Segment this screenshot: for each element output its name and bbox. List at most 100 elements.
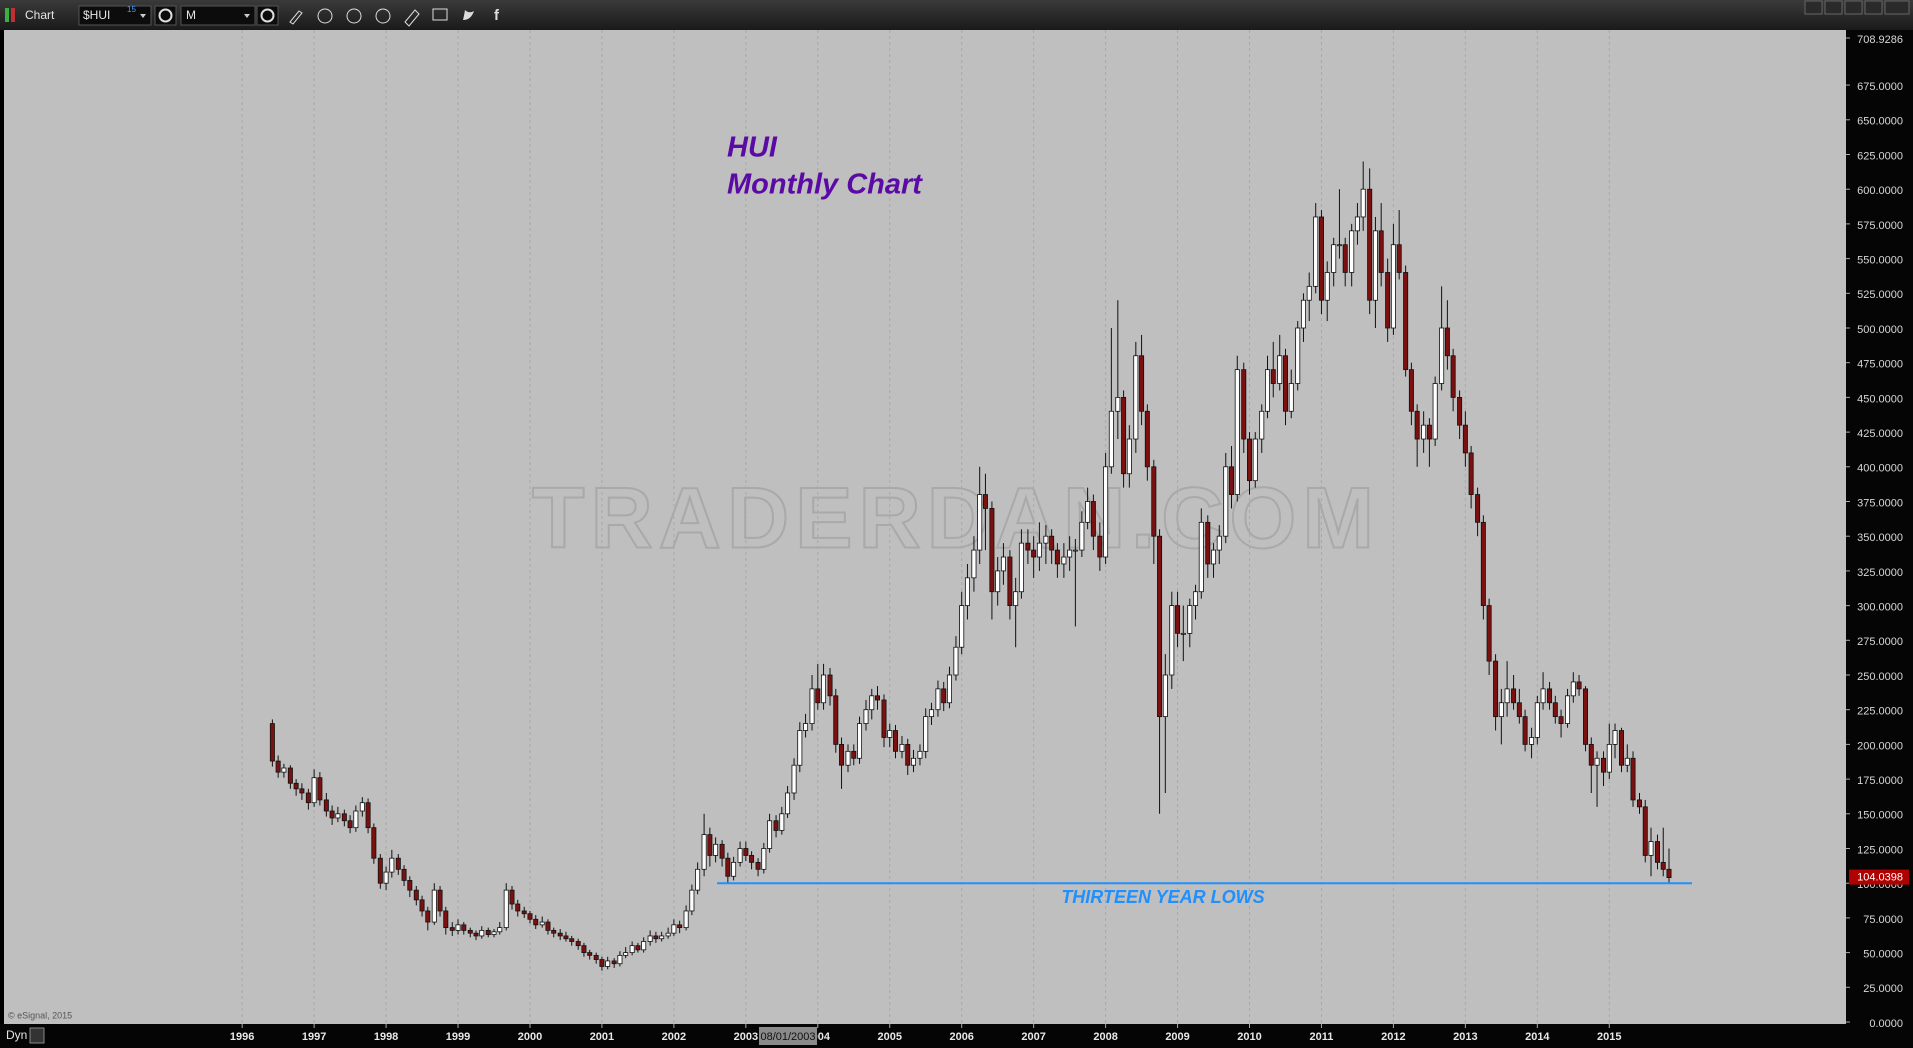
candle-body [785, 792, 791, 815]
candle-body [1157, 535, 1163, 718]
candle-body [725, 857, 731, 877]
candle-body [845, 750, 851, 766]
window-restore[interactable] [1824, 0, 1843, 15]
candle-body [623, 952, 629, 956]
candle-body [1162, 674, 1168, 718]
y-tick-label: 125.0000 [1857, 844, 1903, 856]
candle-body [1090, 501, 1096, 537]
candle-body [1349, 230, 1355, 273]
candle-body [1648, 841, 1654, 856]
candle-body [545, 921, 551, 931]
candle-body [1216, 535, 1222, 551]
y-tick-label: 300.0000 [1857, 602, 1903, 614]
candle-body [1529, 737, 1535, 745]
candle-body [1126, 438, 1132, 475]
candle-body [521, 910, 527, 915]
candle-body [431, 889, 437, 923]
tool-zoom[interactable] [375, 8, 391, 24]
mode-button[interactable] [29, 1027, 45, 1044]
x-tick-label: 2001 [590, 1031, 614, 1043]
candle-body [1432, 383, 1438, 440]
candle-body [1144, 410, 1150, 468]
candle-body [1540, 688, 1546, 704]
clock-icon [260, 8, 275, 23]
candle-body [389, 857, 395, 873]
candle-body [1378, 230, 1384, 273]
candle-body [1403, 272, 1409, 371]
candle-body [1570, 681, 1576, 697]
window-close[interactable] [1884, 0, 1910, 15]
candle-body [809, 688, 815, 724]
candle-body [605, 960, 611, 967]
candle-body [1270, 369, 1276, 384]
candle-body [1115, 396, 1121, 412]
candle-body [1318, 216, 1324, 301]
candle-body [719, 843, 725, 859]
candle-body [1061, 556, 1067, 565]
candle-body [1241, 369, 1247, 440]
candle-body [875, 695, 881, 701]
candle-body [677, 924, 683, 929]
candle-body [1594, 757, 1600, 766]
settings-button[interactable] [154, 5, 177, 26]
candle-body [1295, 327, 1301, 384]
y-tick-label: 475.0000 [1857, 359, 1903, 371]
candle-body [791, 764, 797, 794]
candle-body [1252, 438, 1258, 482]
candle-body [449, 927, 455, 931]
x-tick-label: 2006 [949, 1031, 973, 1043]
interval-box[interactable] [180, 5, 256, 26]
y-tick-label: 150.0000 [1857, 810, 1903, 822]
copyright: © eSignal, 2015 [8, 1010, 72, 1020]
candle-body [1175, 605, 1181, 634]
candle-body [1480, 521, 1486, 606]
candle-body [1493, 660, 1499, 718]
dropdown-arrow [140, 14, 146, 18]
tool-eraser[interactable] [404, 9, 420, 27]
candle-body [887, 730, 893, 738]
candle-body [1049, 535, 1055, 551]
candle-body [767, 820, 773, 849]
y-tick-label: 500.0000 [1857, 324, 1903, 336]
tool-facebook[interactable]: f [494, 7, 500, 24]
candle-body [1205, 521, 1211, 565]
candle-body [479, 929, 485, 937]
watermark: TRADERDAN.COM [532, 471, 1378, 567]
candle-body [910, 757, 916, 766]
candle-body [797, 730, 803, 766]
y-tick-label: 350.0000 [1857, 532, 1903, 544]
candle-body [989, 508, 995, 593]
tool-comment[interactable] [432, 8, 448, 21]
candle-body [641, 941, 647, 951]
candle-body [1043, 535, 1049, 544]
candle-body [671, 924, 677, 934]
candle-body [899, 743, 905, 752]
candle-body [1018, 542, 1024, 593]
candle-body [563, 935, 569, 940]
candle-body [1660, 861, 1666, 870]
candle-body [311, 777, 317, 804]
candle-body [1180, 632, 1186, 635]
clock-button[interactable] [256, 5, 279, 26]
candle-body [1031, 549, 1037, 558]
candle-body [773, 820, 779, 831]
window-minimize[interactable] [1844, 0, 1863, 15]
candle-body [893, 730, 898, 752]
tool-twitter[interactable] [463, 10, 474, 20]
candle-body [1606, 743, 1612, 773]
tool-refresh[interactable] [317, 8, 333, 24]
last-price-label: 104.0398 [1857, 871, 1903, 883]
symbol-box[interactable] [78, 5, 152, 26]
window-maximize[interactable] [1864, 0, 1883, 15]
window-help[interactable] [1804, 0, 1823, 15]
candle-body [1324, 272, 1330, 301]
candle-body [1193, 591, 1199, 606]
candle-body [1187, 605, 1193, 634]
candle-body [857, 723, 863, 759]
tool-play[interactable] [346, 8, 362, 24]
candle-body [1342, 244, 1348, 273]
draw-tool[interactable] [289, 10, 303, 25]
y-tick-label: 275.0000 [1857, 636, 1903, 648]
candle-body [1486, 605, 1492, 662]
candle-body [1234, 369, 1240, 495]
